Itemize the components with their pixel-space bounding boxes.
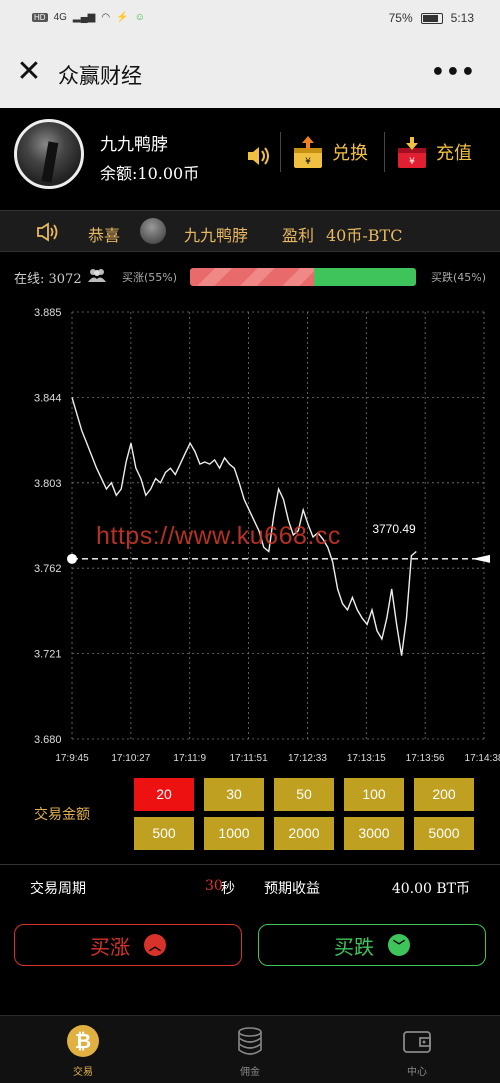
x-tick-label: 17:11:9 bbox=[173, 753, 206, 764]
y-tick-label: 3.680 bbox=[34, 734, 62, 746]
x-tick-label: 17:13:15 bbox=[347, 753, 386, 764]
title-bar: ✕ 众赢财经 ••• bbox=[0, 40, 500, 108]
exchange-box-icon: ¥ bbox=[294, 136, 322, 168]
network-label: 4G bbox=[53, 12, 67, 23]
recharge-button[interactable]: ¥ 充值 bbox=[396, 132, 472, 172]
amount-option-200[interactable]: 200 bbox=[414, 778, 474, 811]
fall-percent: 买跌(45%) bbox=[430, 271, 486, 284]
buy-rise-button[interactable]: 买涨 ︿ bbox=[14, 924, 242, 966]
tab-trade[interactable]: ₿ 交易 bbox=[53, 1024, 113, 1078]
status-bar: HD 4G ▂▄▆ ◠ ⚡ ☺ 75% 5:13 bbox=[0, 0, 500, 40]
amount-option-2000[interactable]: 2000 bbox=[274, 817, 334, 850]
close-icon[interactable]: ✕ bbox=[16, 54, 42, 89]
y-tick-label: 3.885 bbox=[34, 307, 62, 319]
clock: 5:13 bbox=[450, 11, 474, 25]
trade-period-value: 30 bbox=[205, 878, 223, 894]
trade-period-unit: 秒 bbox=[221, 881, 235, 897]
signal-icon: ▂▄▆ bbox=[72, 12, 96, 23]
amount-option-5000[interactable]: 5000 bbox=[414, 817, 474, 850]
price-line bbox=[71, 397, 417, 656]
x-tick-label: 17:10:27 bbox=[111, 753, 150, 764]
y-tick-label: 3.844 bbox=[34, 392, 62, 404]
current-price-dot bbox=[67, 553, 77, 564]
hd-icon: HD bbox=[32, 13, 48, 22]
current-price-label: 3770.49 bbox=[372, 522, 416, 536]
announcement-icon bbox=[37, 222, 58, 242]
current-price-marker-icon bbox=[472, 554, 490, 563]
more-icon[interactable]: ••• bbox=[430, 60, 476, 85]
rise-fall-ratio-bar bbox=[190, 268, 416, 286]
divider bbox=[384, 132, 385, 172]
sound-icon[interactable] bbox=[246, 145, 270, 167]
buy-fall-label: 买跌 bbox=[334, 934, 374, 959]
user-name: 九九鸭脖 bbox=[100, 135, 168, 155]
expected-income-label: 预期收益 bbox=[264, 881, 320, 897]
trade-amount-label: 交易金额 bbox=[34, 807, 90, 823]
tab-commission[interactable]: 佣金 bbox=[220, 1024, 280, 1078]
x-tick-label: 17:11:51 bbox=[229, 753, 268, 764]
trade-period-label: 交易周期 bbox=[30, 881, 86, 897]
ticker-profit-value: 40币-BTC bbox=[326, 226, 403, 245]
x-tick-label: 17:14:38 bbox=[465, 753, 500, 764]
divider bbox=[280, 132, 281, 172]
expected-income-value: 40.00 BT币 bbox=[391, 881, 470, 897]
x-tick-label: 17:13:56 bbox=[406, 753, 445, 764]
page-title: 众赢财经 bbox=[58, 64, 142, 88]
ticker-user-name: 九九鸭脖 bbox=[184, 226, 249, 245]
status-right: 75% 5:13 bbox=[389, 11, 474, 25]
rise-ratio-fill bbox=[190, 268, 315, 286]
ticker-congrats: 恭喜 bbox=[88, 226, 121, 245]
bitcoin-icon: ₿ bbox=[67, 1025, 99, 1057]
battery-icon bbox=[420, 12, 443, 24]
amount-option-30[interactable]: 30 bbox=[204, 778, 264, 811]
tab-center[interactable]: 中心 bbox=[387, 1024, 447, 1078]
fall-ratio-fill bbox=[314, 268, 416, 286]
winner-ticker: 恭喜 九九鸭脖 盈利 40币-BTC bbox=[0, 210, 500, 252]
svg-text:₿: ₿ bbox=[75, 1029, 91, 1053]
y-tick-label: 3.803 bbox=[34, 478, 62, 490]
x-tick-label: 17:12:33 bbox=[288, 753, 327, 764]
svg-text:¥: ¥ bbox=[409, 157, 415, 167]
exchange-button[interactable]: ¥ 兑换 bbox=[292, 132, 368, 172]
amount-option-100[interactable]: 100 bbox=[344, 778, 404, 811]
amount-option-20[interactable]: 20 bbox=[134, 778, 194, 811]
coins-icon bbox=[238, 1027, 262, 1055]
ticker-avatar bbox=[140, 218, 166, 244]
y-tick-label: 3.762 bbox=[34, 563, 62, 575]
y-tick-label: 3.721 bbox=[34, 649, 62, 661]
tab-commission-label: 佣金 bbox=[240, 1067, 260, 1078]
tab-center-label: 中心 bbox=[407, 1067, 427, 1078]
wifi-icon: ◠ bbox=[101, 12, 111, 23]
people-icon bbox=[88, 269, 106, 282]
charge-icon: ⚡ bbox=[116, 12, 129, 23]
chevron-up-icon: ︿ bbox=[144, 934, 166, 956]
amount-option-500[interactable]: 500 bbox=[134, 817, 194, 850]
battery-percent: 75% bbox=[388, 11, 413, 25]
ticker-profit-label: 盈利 bbox=[282, 226, 315, 245]
trade-period-row bbox=[0, 864, 500, 910]
wallet-icon bbox=[403, 1031, 431, 1053]
recharge-box-icon: ¥ bbox=[398, 137, 426, 168]
watermark-url: https://www.ku668.cc bbox=[96, 522, 341, 550]
rise-percent: 买涨(55%) bbox=[122, 271, 178, 284]
amount-option-1000[interactable]: 1000 bbox=[204, 817, 264, 850]
chevron-down-icon: ﹀ bbox=[388, 934, 410, 956]
tab-trade-label: 交易 bbox=[73, 1067, 93, 1078]
avatar[interactable] bbox=[14, 119, 84, 189]
x-tick-label: 17:9:45 bbox=[55, 753, 89, 764]
status-left: HD 4G ▂▄▆ ◠ ⚡ ☺ bbox=[32, 12, 145, 23]
exchange-label: 兑换 bbox=[332, 143, 368, 164]
online-count: 在线: 3072 bbox=[14, 272, 82, 287]
price-chart: 3.885 3.844 3.803 3.762 3.721 3.680 17:9:45 17… bbox=[34, 307, 500, 764]
svg-text:¥: ¥ bbox=[305, 157, 311, 167]
amount-option-3000[interactable]: 3000 bbox=[344, 817, 404, 850]
buy-fall-button[interactable]: 买跌 ﹀ bbox=[258, 924, 486, 966]
wechat-icon: ☺ bbox=[134, 12, 145, 23]
amount-option-50[interactable]: 50 bbox=[274, 778, 334, 811]
buy-rise-label: 买涨 bbox=[90, 934, 130, 959]
user-balance: 余额:10.00币 bbox=[100, 164, 200, 183]
recharge-label: 充值 bbox=[436, 143, 472, 164]
